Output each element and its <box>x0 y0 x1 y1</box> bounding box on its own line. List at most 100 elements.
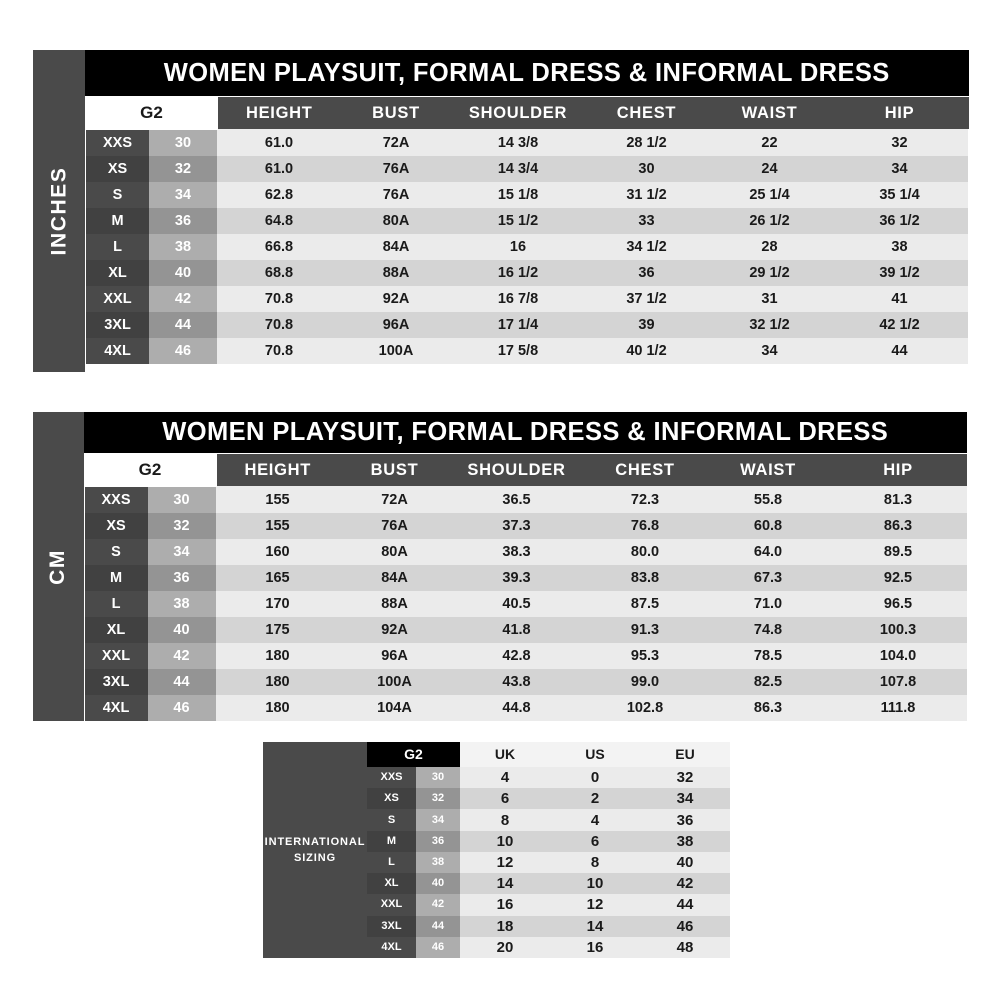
inches-cell: 16 <box>451 234 585 260</box>
cm-cell: 155 <box>215 486 340 513</box>
international-cell: 8 <box>460 809 550 831</box>
cm-cell: 83.8 <box>583 565 707 591</box>
table-row: 3XL 44 18 14 46 <box>367 915 730 937</box>
cm-cell: 111.8 <box>829 695 967 721</box>
cm-g2-value: 40 <box>147 617 216 643</box>
inches-cell: 100A <box>341 338 451 364</box>
international-g2-value: 30 <box>416 767 460 789</box>
international-cell: 38 <box>640 830 730 852</box>
international-cell: 12 <box>460 851 550 874</box>
inches-cell: 34 <box>708 338 831 364</box>
cm-g2-value: 42 <box>147 643 216 669</box>
inches-cell: 96A <box>341 312 451 338</box>
cm-cell: 74.8 <box>706 617 830 643</box>
inches-chart-body: WOMEN PLAYSUIT, FORMAL DRESS & INFORMAL … <box>85 50 969 372</box>
inches-cell: 28 1/2 <box>585 129 708 156</box>
table-row: XL 40 68.8 88A 16 1/2 36 29 1/2 39 1/2 <box>86 260 968 286</box>
table-row: XXL 42 16 12 44 <box>367 894 730 916</box>
inches-cell: 31 1/2 <box>585 182 708 208</box>
cm-cell: 39.3 <box>449 565 584 591</box>
cm-cell: 72A <box>339 486 450 513</box>
inches-cell: 42 1/2 <box>831 312 968 338</box>
inches-cell: 84A <box>341 234 451 260</box>
inches-table-body: XXS 30 61.0 72A 14 3/8 28 1/2 22 32 XS 32 61.0 76A 1… <box>86 129 968 364</box>
inches-unit-label: INCHES <box>47 166 71 256</box>
inches-g2-value: 46 <box>149 338 217 364</box>
international-cell: 46 <box>640 915 730 937</box>
inches-cell: 36 <box>585 260 708 286</box>
cm-cell: 104A <box>339 695 450 721</box>
cm-cell: 71.0 <box>706 591 830 617</box>
international-g2-value: 46 <box>416 936 460 958</box>
inches-cell: 36 1/2 <box>831 208 968 234</box>
cm-col-chest: CHEST <box>583 454 707 486</box>
cm-size-label: S <box>84 539 148 565</box>
inches-size-label: XL <box>86 260 149 286</box>
inches-cell: 26 1/2 <box>708 208 831 234</box>
inches-cell: 17 5/8 <box>451 338 585 364</box>
inches-g2-value: 42 <box>149 286 217 312</box>
international-g2-value: 32 <box>416 788 460 810</box>
cm-cell: 100.3 <box>829 617 967 643</box>
inches-unit-rail: INCHES <box>33 50 85 372</box>
cm-cell: 165 <box>215 565 340 591</box>
cm-header-row: G2 HEIGHT BUST SHOULDER CHEST WAIST HIP <box>83 453 967 487</box>
cm-cell: 160 <box>215 539 340 565</box>
cm-cell: 96.5 <box>829 591 967 617</box>
inches-cell: 15 1/2 <box>451 208 585 234</box>
cm-g2-value: 38 <box>147 591 216 617</box>
international-g2-value: 42 <box>416 894 460 916</box>
inches-col-chest: CHEST <box>585 97 709 129</box>
international-size-label: XL <box>367 873 416 895</box>
cm-cell: 78.5 <box>706 643 830 669</box>
international-size-label: XS <box>367 788 416 810</box>
cm-cell: 102.8 <box>583 695 707 721</box>
cm-cell: 170 <box>215 591 340 617</box>
cm-cell: 180 <box>215 643 340 669</box>
cm-g2-value: 34 <box>147 539 216 565</box>
cm-cell: 43.8 <box>449 669 584 695</box>
table-row: S 34 160 80A 38.3 80.0 64.0 89.5 <box>84 539 967 565</box>
table-row: M 36 165 84A 39.3 83.8 67.3 92.5 <box>84 565 967 591</box>
inches-table: G2 HEIGHT BUST SHOULDER CHEST WAIST HIP … <box>85 96 969 364</box>
table-row: XXL 42 70.8 92A 16 7/8 37 1/2 31 41 <box>86 286 968 312</box>
inches-size-label: 3XL <box>86 312 149 338</box>
inches-cell: 14 3/8 <box>451 129 585 156</box>
inches-g2-value: 44 <box>149 312 217 338</box>
cm-g2-header: G2 <box>83 453 217 487</box>
inches-size-label: XXS <box>86 129 149 156</box>
cm-cell: 76.8 <box>583 513 707 539</box>
cm-g2-value: 36 <box>147 565 216 591</box>
table-row: XL 40 14 10 42 <box>367 873 730 895</box>
cm-col-waist: WAIST <box>706 454 830 486</box>
inches-cell: 39 1/2 <box>831 260 968 286</box>
cm-g2-value: 32 <box>147 513 216 539</box>
inches-cell: 34 1/2 <box>585 234 708 260</box>
table-row: S 34 62.8 76A 15 1/8 31 1/2 25 1/4 35 1/4 <box>86 182 968 208</box>
international-cell: 16 <box>550 936 640 958</box>
international-cell: 32 <box>640 767 730 789</box>
international-cell: 6 <box>550 830 640 852</box>
cm-cell: 42.8 <box>449 643 584 669</box>
inches-cell: 70.8 <box>217 312 341 338</box>
inches-cell: 32 <box>831 129 968 156</box>
inches-g2-value: 32 <box>149 156 217 182</box>
inches-col-shoulder: SHOULDER <box>451 97 586 129</box>
cm-cell: 86.3 <box>829 513 967 539</box>
table-row: XXS 30 61.0 72A 14 3/8 28 1/2 22 32 <box>86 129 968 156</box>
cm-cell: 155 <box>215 513 340 539</box>
cm-col-shoulder: SHOULDER <box>449 454 584 486</box>
cm-col-hip: HIP <box>829 454 967 486</box>
international-sizing-label: INTERNATIONAL SIZING <box>263 742 367 958</box>
cm-col-height: HEIGHT <box>215 454 340 486</box>
international-cell: 2 <box>550 788 640 810</box>
international-cell: 4 <box>550 809 640 831</box>
cm-size-label: XXS <box>84 486 148 513</box>
international-g2-value: 34 <box>416 809 460 831</box>
inches-cell: 33 <box>585 208 708 234</box>
international-size-label: L <box>367 851 416 874</box>
table-row: S 34 8 4 36 <box>367 809 730 831</box>
international-g2-value: 38 <box>416 851 460 874</box>
inches-header-row: G2 HEIGHT BUST SHOULDER CHEST WAIST HIP <box>85 96 969 130</box>
inches-col-height: HEIGHT <box>217 97 342 129</box>
